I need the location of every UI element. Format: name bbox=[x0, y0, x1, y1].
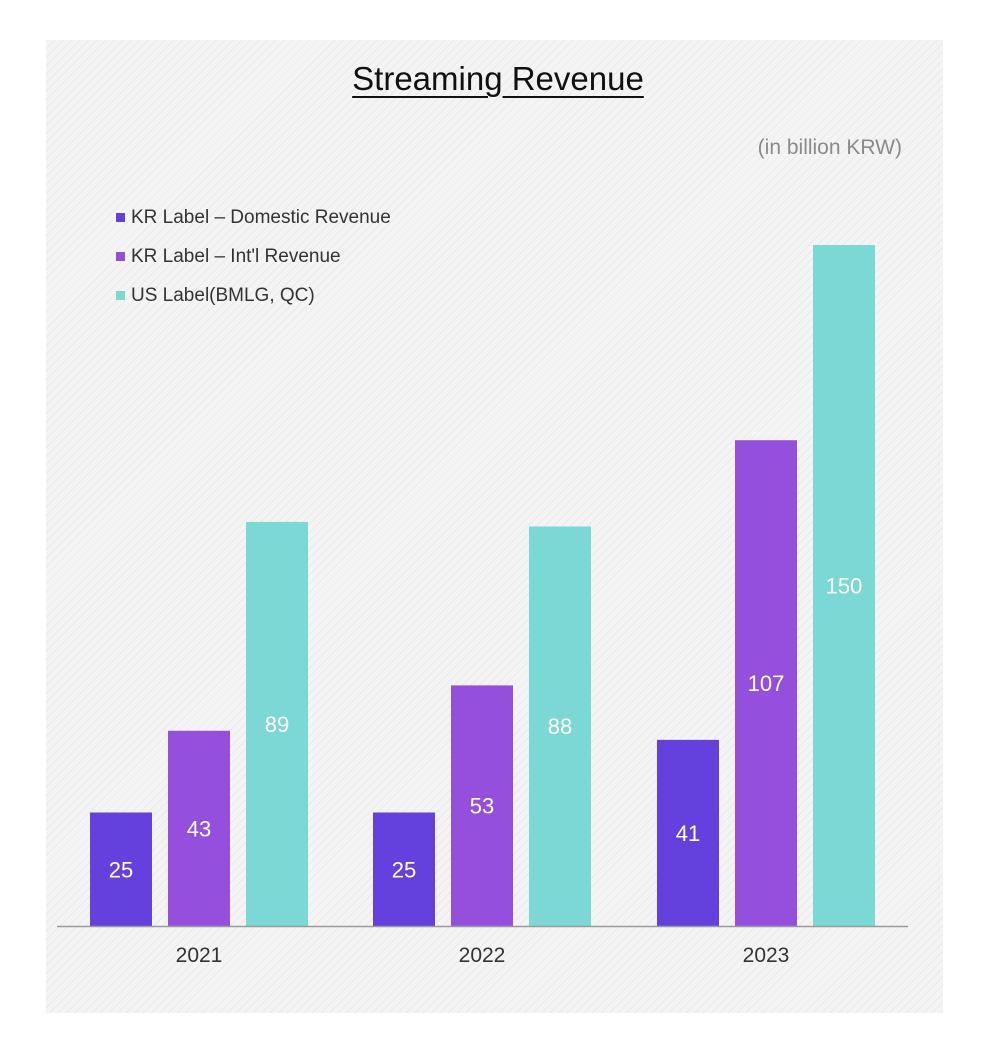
bar-domestic-2022 bbox=[373, 812, 435, 926]
bar-us-2023 bbox=[813, 245, 875, 926]
x-tick-label-2023: 2023 bbox=[743, 944, 790, 967]
legend-item-intl: KR Label – Int'l Revenue bbox=[116, 237, 391, 276]
data-label-intl-2023: 107 bbox=[748, 671, 785, 696]
bar-us-2021 bbox=[246, 521, 308, 926]
legend-item-domestic: KR Label – Domestic Revenue bbox=[116, 198, 391, 237]
data-label-domestic-2021: 25 bbox=[109, 857, 133, 882]
bar-us-2022 bbox=[529, 526, 591, 926]
legend-swatch-domestic bbox=[116, 213, 125, 222]
x-tick-label-2021: 2021 bbox=[176, 944, 223, 967]
data-label-us-2023: 150 bbox=[826, 574, 863, 599]
data-label-domestic-2022: 25 bbox=[392, 857, 416, 882]
legend: KR Label – Domestic Revenue KR Label – I… bbox=[116, 198, 391, 315]
chart-title: Streaming Revenue bbox=[352, 60, 644, 97]
bar-domestic-2023 bbox=[657, 739, 719, 926]
bar-domestic-2021 bbox=[90, 812, 152, 926]
data-label-us-2021: 89 bbox=[265, 712, 289, 737]
unit-note: (in billion KRW) bbox=[757, 136, 902, 159]
bar-intl-2021 bbox=[168, 730, 230, 926]
legend-item-us: US Label(BMLG, QC) bbox=[116, 276, 391, 315]
data-label-us-2022: 88 bbox=[548, 714, 572, 739]
data-label-intl-2021: 43 bbox=[187, 816, 211, 841]
legend-label-intl: KR Label – Int'l Revenue bbox=[131, 245, 341, 267]
data-label-domestic-2023: 41 bbox=[676, 821, 700, 846]
x-tick-label-2022: 2022 bbox=[459, 944, 506, 967]
bar-intl-2022 bbox=[451, 685, 513, 926]
legend-swatch-us bbox=[116, 291, 125, 300]
data-label-intl-2022: 53 bbox=[470, 794, 494, 819]
legend-label-domestic: KR Label – Domestic Revenue bbox=[131, 206, 391, 228]
legend-label-us: US Label(BMLG, QC) bbox=[131, 284, 315, 306]
bar-intl-2023 bbox=[735, 440, 797, 926]
legend-swatch-intl bbox=[116, 252, 125, 261]
